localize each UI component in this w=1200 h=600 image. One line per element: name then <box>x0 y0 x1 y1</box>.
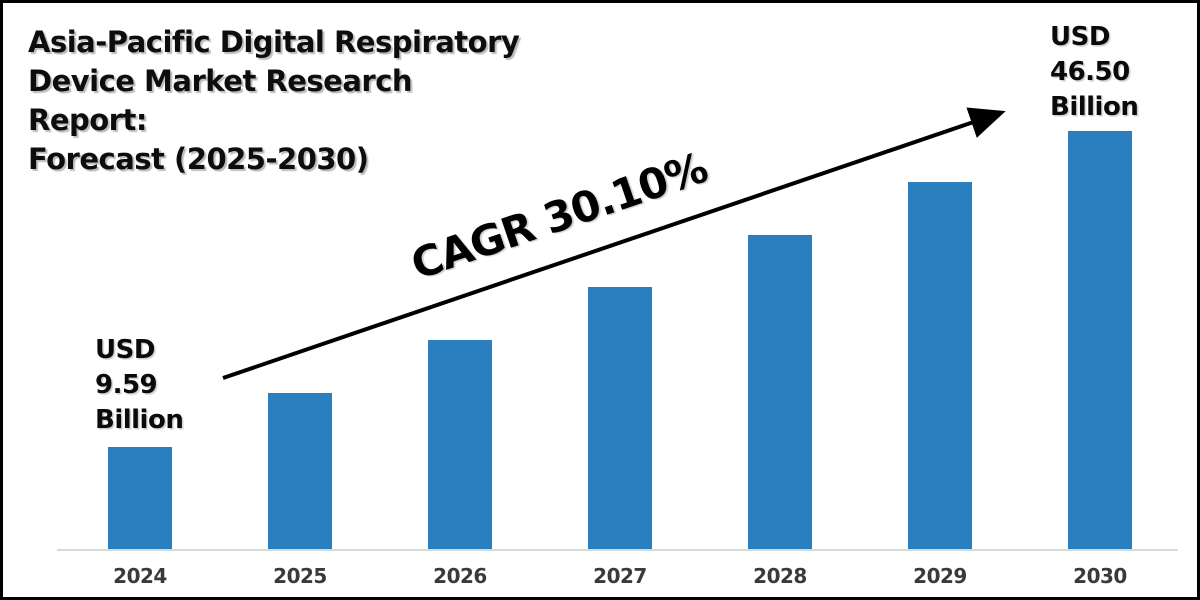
x-tick-label-2029: 2029 <box>913 564 967 588</box>
data-label-2030: USD 46.50 Billion <box>1050 22 1139 122</box>
bar-2028 <box>748 235 812 551</box>
bar-2025 <box>268 393 332 551</box>
x-tick-label-2027: 2027 <box>593 564 647 588</box>
x-tick-label-2025: 2025 <box>273 564 327 588</box>
data-label-2024: USD 9.59 Billion <box>95 335 184 435</box>
bar-2029 <box>908 182 972 551</box>
bar-2026 <box>428 340 492 551</box>
bar-2024 <box>108 447 172 551</box>
bar-2030 <box>1068 131 1132 551</box>
x-tick-label-2026: 2026 <box>433 564 487 588</box>
chart-title: Asia-Pacific Digital Respiratory Device … <box>28 25 520 176</box>
x-tick-label-2024: 2024 <box>113 564 167 588</box>
bar-2027 <box>588 287 652 551</box>
x-axis-line <box>57 549 1178 551</box>
x-tick-label-2030: 2030 <box>1073 564 1127 588</box>
x-tick-label-2028: 2028 <box>753 564 807 588</box>
